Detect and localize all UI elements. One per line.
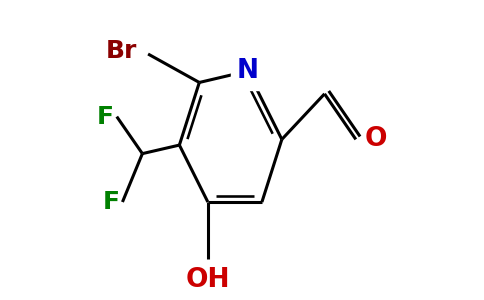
- Text: O: O: [364, 126, 387, 152]
- Text: F: F: [103, 190, 120, 214]
- Text: OH: OH: [185, 268, 230, 293]
- Text: Br: Br: [106, 39, 136, 63]
- Text: F: F: [97, 105, 114, 129]
- Text: N: N: [237, 58, 258, 84]
